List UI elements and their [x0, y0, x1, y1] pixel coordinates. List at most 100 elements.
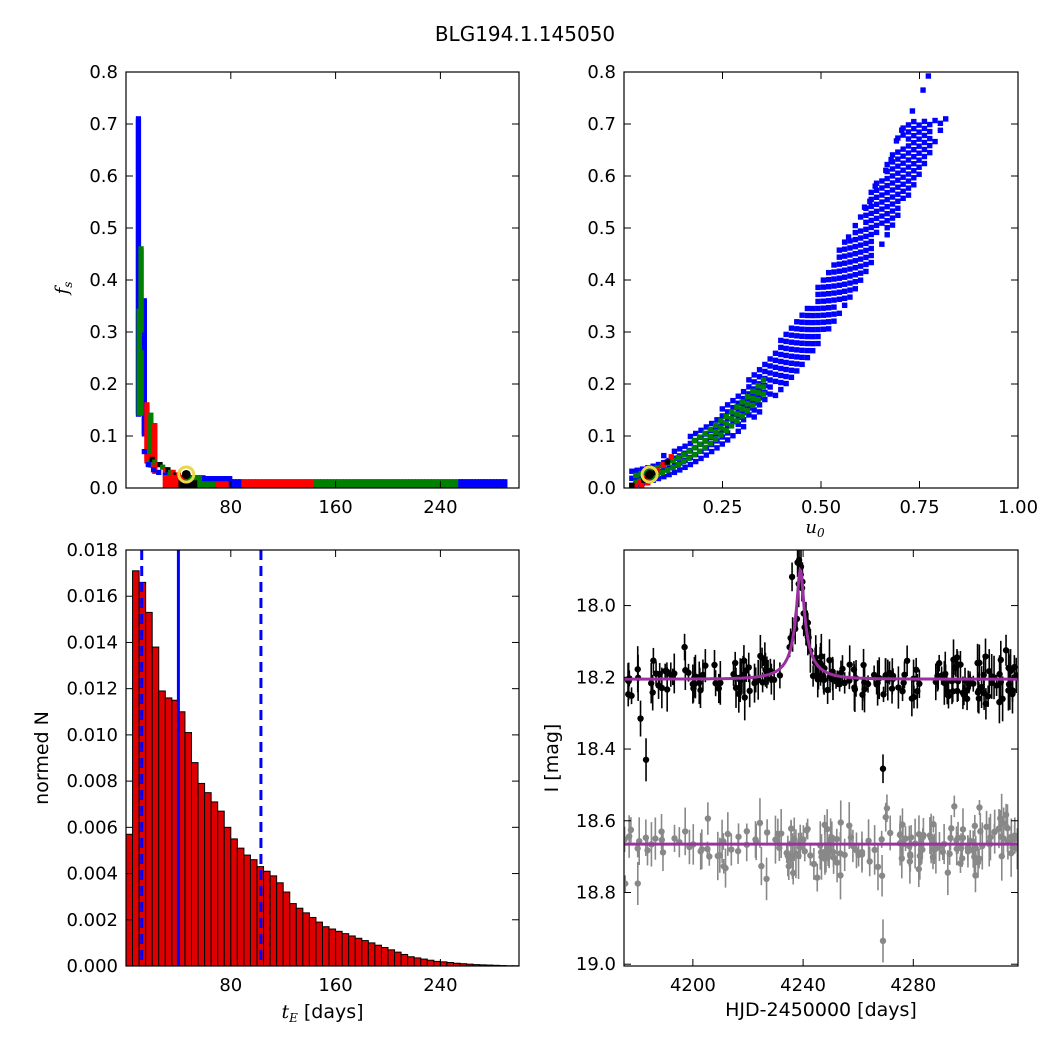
data-point	[787, 825, 795, 832]
axes-fs-u0: 0.25 0.50 0.75 1.00 0.0 0.1 0.2 0.3 0.4 0.5 0.6 0.7…	[587, 62, 1038, 518]
heat-cell	[219, 479, 225, 485]
y-tick-label: 0.012	[66, 679, 118, 700]
heat-cell	[735, 428, 741, 435]
heat-cell	[895, 205, 901, 211]
data-point	[837, 850, 844, 857]
heat-cell	[426, 479, 432, 485]
heat-cell	[448, 479, 455, 485]
heat-cell	[852, 250, 858, 257]
heat-cell	[852, 286, 858, 292]
heat-cell	[244, 479, 250, 485]
heat-cell	[873, 194, 880, 201]
heat-cell	[649, 467, 655, 473]
heat-cell	[895, 184, 901, 190]
heat-cell	[206, 483, 212, 488]
heat-cell	[810, 340, 816, 347]
heat-cell	[655, 475, 662, 482]
heat-cell	[489, 479, 495, 485]
heat-cell	[675, 461, 682, 468]
data-point	[735, 833, 742, 840]
heat-cell	[783, 380, 789, 387]
heat-cell	[145, 462, 151, 468]
heat-cell	[905, 122, 912, 128]
axes-te-hist: 80 160 240 0.000 0.002 0.004 0.006 0.008 0.010 0.…	[66, 540, 520, 996]
heat-cell	[319, 479, 326, 485]
y-tick-label: 0.002	[66, 910, 118, 931]
heat-cell	[778, 386, 784, 393]
heat-cell	[448, 483, 455, 488]
heat-cell	[911, 132, 917, 139]
panel-lightcurve	[624, 550, 1018, 963]
x-tick-label: 160	[318, 975, 352, 996]
x-axis-label: tE [days]	[281, 1001, 363, 1025]
heat-cell	[868, 196, 874, 203]
heat-cell	[863, 233, 869, 240]
heat-cell	[702, 444, 708, 451]
y-tick-label: 0.1	[89, 426, 118, 447]
heat-cell	[751, 372, 757, 378]
data-point	[839, 665, 846, 673]
heat-cell	[354, 483, 360, 488]
data-point	[698, 846, 706, 853]
data-point	[1005, 681, 1013, 688]
heat-cell	[889, 222, 896, 228]
figure-title: BLG194.1.145050	[434, 22, 616, 46]
heat-cell	[178, 483, 184, 488]
data-point	[652, 835, 659, 842]
heat-cell	[696, 441, 703, 447]
heat-cell	[633, 479, 639, 486]
heat-cell	[895, 212, 901, 218]
heat-cell	[279, 483, 285, 488]
heat-cell	[735, 400, 741, 406]
heat-cell	[670, 464, 676, 471]
heat-cell	[799, 340, 805, 347]
data-point	[711, 661, 718, 669]
data-point	[914, 687, 921, 695]
heat-cell	[857, 228, 864, 234]
y-tick-label: 0.008	[66, 771, 118, 792]
data-point	[720, 863, 727, 870]
heat-cell	[666, 471, 672, 478]
heat-cell	[417, 479, 423, 485]
heat-cell	[825, 276, 832, 283]
heat-cell	[730, 404, 736, 411]
heat-cell	[691, 438, 698, 444]
heat-cell	[889, 166, 896, 172]
data-point	[866, 858, 873, 865]
heat-cell	[687, 433, 694, 440]
histogram-bar	[263, 870, 271, 966]
heat-cell	[357, 483, 363, 488]
data-point	[728, 846, 735, 853]
heat-cell	[332, 483, 338, 488]
heat-cell	[739, 406, 745, 412]
heat-cell	[942, 39, 947, 44]
heat-cell	[156, 469, 162, 475]
heat-cell	[304, 479, 310, 485]
data-point	[944, 869, 952, 876]
data-point	[671, 835, 678, 842]
heat-cell	[691, 445, 698, 451]
heat-cell	[502, 483, 508, 488]
heat-cell	[825, 283, 832, 290]
heat-cell	[905, 178, 912, 184]
heat-cell	[863, 219, 869, 226]
heat-cell	[788, 374, 795, 381]
data-point	[837, 872, 844, 879]
heat-cell	[407, 483, 414, 488]
heat-cell	[187, 475, 194, 481]
data-point	[988, 679, 995, 687]
heat-cell	[841, 281, 848, 287]
heat-cell	[831, 297, 837, 303]
heat-cell	[868, 245, 874, 252]
heat-cell	[209, 483, 216, 488]
heat-cell	[739, 413, 745, 419]
heat-cell	[698, 427, 704, 434]
axes-frame	[125, 549, 520, 967]
heat-cell	[495, 479, 502, 485]
heat-cell	[879, 192, 885, 198]
heat-cell	[200, 483, 206, 488]
heat-cell	[712, 436, 719, 443]
data-point	[768, 675, 775, 683]
heat-cell	[172, 475, 178, 481]
histogram-bar	[433, 960, 441, 966]
